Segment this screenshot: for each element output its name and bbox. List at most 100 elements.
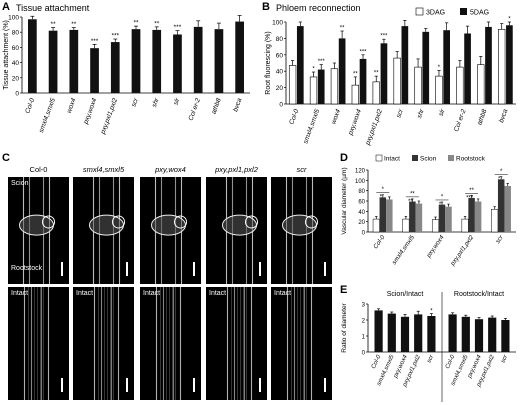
significance-mark: * (508, 17, 511, 23)
legend-swatch-5dag (460, 8, 467, 15)
scale-bar (324, 378, 326, 392)
significance-mark: ** (469, 188, 474, 194)
y-axis-title: Ratio of diameter (341, 302, 348, 352)
bar (400, 316, 410, 352)
y-tick-label: 3 (362, 303, 366, 309)
significance-mark: *** (466, 195, 474, 201)
x-tick-label: scr (500, 353, 509, 364)
panel-label-d: D (340, 152, 348, 164)
bar-scion (438, 204, 446, 232)
x-tick-label: scr (494, 233, 505, 245)
bar-3dag (477, 64, 485, 105)
x-tick-label: athb8 (476, 108, 488, 126)
significance-mark: * (380, 195, 383, 201)
micrograph-column-title: scr (296, 165, 307, 174)
scale-bar (61, 378, 63, 392)
scale-bar (193, 378, 195, 392)
legend-swatch-scion (412, 155, 418, 161)
y-tick-label: 2 (362, 319, 366, 325)
x-tick-label: smxl4,smxl5 (38, 97, 57, 134)
bar (474, 319, 484, 352)
bar (374, 310, 383, 352)
bar (28, 19, 37, 94)
bar (214, 29, 224, 93)
panel-title-a: Tissue attachment (16, 3, 90, 13)
rootstock-label: Rootstock (11, 265, 43, 272)
x-tick-label: shr (151, 97, 161, 109)
intact-label: Intact (11, 290, 29, 297)
micrograph-graft (140, 177, 201, 284)
micrograph-image (155, 287, 182, 400)
legend-swatch-rootstock (448, 155, 454, 161)
y-tick-label: 100 (8, 15, 19, 22)
bar (387, 313, 396, 352)
bar (131, 29, 141, 93)
x-tick-label: Col er-2 (187, 97, 202, 122)
significance-mark: *** (174, 24, 182, 31)
x-tick-label: pxy,pxl1,pxl2 (449, 234, 476, 268)
significance-mark: *** (380, 34, 388, 40)
x-tick-label: pxy,wox4 (347, 108, 363, 137)
y-tick-label: 60 (12, 45, 20, 52)
significance-mark: ** (51, 21, 57, 28)
bar (48, 30, 58, 93)
x-tick-label: smxl4,smxl5 (391, 234, 417, 266)
micrograph-image (151, 177, 187, 284)
bar-intact (402, 218, 410, 233)
legend-label-intact: Intact (384, 156, 400, 163)
bar-3dag (330, 68, 339, 105)
significance-mark: ** (71, 21, 77, 28)
significance-mark: * (500, 169, 503, 175)
micrograph-column-title: pxy,wox4 (155, 165, 186, 174)
significance-mark: * (312, 67, 315, 73)
panel-label-b: B (262, 1, 270, 13)
x-tick-label: Col-0 (445, 354, 457, 370)
x-tick-label: slr (438, 108, 447, 118)
bar-5dag (296, 26, 304, 105)
bar (461, 316, 470, 352)
x-tick-label: pxy,wox4 (425, 234, 446, 260)
y-tick-label: 60 (276, 52, 284, 59)
x-tick-label: bvca (232, 97, 243, 113)
micrograph-image (222, 177, 258, 284)
bar-rootstock (386, 199, 393, 232)
scale-bar (324, 262, 326, 276)
bar-scion (468, 197, 475, 232)
significance-mark: *** (91, 38, 99, 45)
bar (193, 26, 203, 94)
x-tick-label: Col er-2 (453, 108, 468, 133)
y-tick-label: 60 (358, 200, 365, 206)
micrograph-graft (206, 177, 267, 284)
micrograph-image (89, 177, 125, 284)
legend-swatch-intact (375, 154, 383, 162)
bar-scion (379, 197, 387, 232)
y-tick-label: 100 (272, 20, 283, 27)
bar-5dag (485, 26, 492, 105)
x-tick-label: Col-0 (371, 354, 383, 370)
x-tick-label: shr (416, 108, 426, 120)
bar (152, 29, 162, 94)
x-tick-label: scr (395, 108, 405, 119)
bar-3dag (393, 57, 401, 105)
micrograph-image (23, 287, 50, 400)
significance-mark: * (438, 65, 441, 71)
bar-3dag (351, 84, 359, 105)
bar-3dag (435, 75, 443, 105)
micrograph-graft (271, 177, 332, 284)
bar-3dag (414, 66, 422, 105)
x-tick-label: Col-0 (288, 108, 300, 126)
bar (90, 48, 99, 93)
x-tick-label: bvca (498, 108, 509, 124)
x-tick-label: Col-0 (372, 234, 387, 251)
micrograph-intact: Intact (206, 287, 267, 400)
significance-mark: ** (408, 199, 413, 205)
scale-bar (259, 262, 261, 276)
micrograph-graft (73, 177, 134, 284)
panel-label-c: C (2, 152, 10, 164)
x-tick-label: athb8 (211, 97, 223, 115)
y-tick-label: 100 (355, 179, 366, 185)
bar-3dag (456, 66, 464, 105)
